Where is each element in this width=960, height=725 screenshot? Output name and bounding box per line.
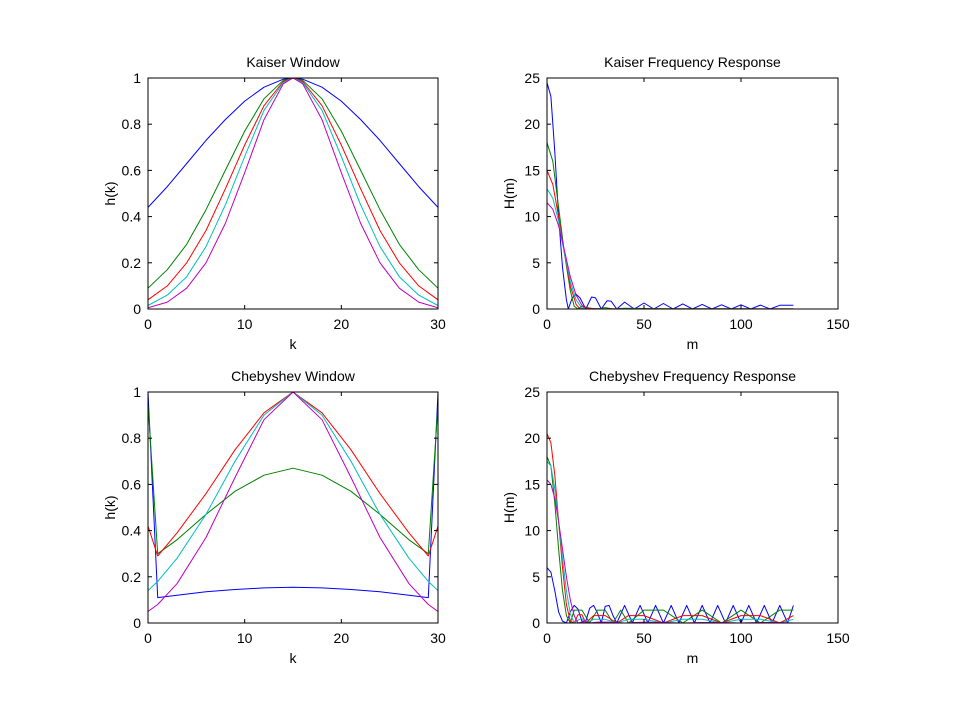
x-axis-label: m	[687, 336, 699, 352]
y-tick-label: 0.8	[122, 116, 142, 132]
y-tick-label: 0.6	[122, 476, 142, 492]
chart-title: Kaiser Window	[246, 54, 340, 70]
x-tick-label: 150	[826, 316, 850, 332]
y-tick-label: 0.2	[122, 255, 142, 271]
plot-area	[148, 392, 438, 623]
x-tick-label: 10	[237, 630, 253, 646]
y-tick-label: 10	[524, 209, 540, 225]
y-axis-label: h(k)	[102, 181, 118, 205]
series-line-4	[148, 392, 438, 612]
y-tick-label: 0	[532, 615, 540, 631]
series-line-0	[148, 392, 438, 599]
axes-box	[546, 391, 839, 624]
chart-title: Chebyshev Window	[231, 368, 356, 384]
x-tick-label: 10	[237, 316, 253, 332]
x-tick-label: 150	[826, 630, 850, 646]
x-tick-label: 0	[543, 630, 551, 646]
x-tick-label: 0	[144, 630, 152, 646]
series-line-4	[547, 202, 794, 309]
x-tick-label: 100	[729, 316, 753, 332]
series-group	[148, 392, 438, 612]
chart-panel-1: 0 50 100 150 0 5 10 15 20 25 Kaiser Frequency Resp…	[501, 54, 850, 352]
x-axis-label: m	[687, 650, 699, 666]
x-tick-label: 50	[636, 316, 652, 332]
series-line-2	[148, 392, 438, 557]
axes-box	[546, 77, 839, 310]
y-tick-label: 5	[532, 569, 540, 585]
series-line-0	[547, 82, 794, 309]
x-tick-label: 0	[144, 316, 152, 332]
y-tick-label: 0	[133, 301, 141, 317]
series-line-3	[148, 392, 438, 592]
y-axis-label: h(k)	[102, 495, 118, 519]
y-tick-label: 0.4	[122, 523, 142, 539]
series-group	[148, 78, 438, 309]
plot-area	[547, 392, 838, 623]
y-tick-label: 25	[524, 70, 540, 86]
axes-box	[147, 391, 439, 624]
x-tick-label: 30	[430, 630, 446, 646]
chart-panel-2: 0 10 20 30 0 0.2 0.4 0.6 0.8 1 Chebyshev Window k h(…	[102, 368, 446, 666]
y-tick-label: 20	[524, 116, 540, 132]
plot-area	[547, 78, 838, 309]
y-tick-label: 25	[524, 384, 540, 400]
chart-title: Chebyshev Frequency Response	[589, 368, 796, 384]
x-axis-label: k	[290, 650, 298, 666]
x-tick-label: 0	[543, 316, 551, 332]
y-tick-label: 0.8	[122, 430, 142, 446]
series-line-1	[148, 78, 438, 289]
y-tick-label: 20	[524, 430, 540, 446]
y-tick-label: 15	[524, 162, 540, 178]
series-line-3	[148, 78, 438, 306]
series-line-0	[148, 78, 438, 208]
chart-panel-0: 0 10 20 30 0 0.2 0.4 0.6 0.8 1 Kaiser Window k h(k)	[102, 54, 446, 352]
y-axis-label: H(m)	[501, 178, 517, 209]
plot-area	[148, 78, 438, 309]
x-axis-label: k	[290, 336, 298, 352]
x-tick-label: 50	[636, 630, 652, 646]
y-tick-label: 15	[524, 476, 540, 492]
axes-box	[147, 77, 439, 310]
y-tick-label: 0.4	[122, 209, 142, 225]
y-axis-label: H(m)	[501, 492, 517, 523]
y-tick-label: 0	[133, 615, 141, 631]
x-tick-label: 20	[334, 316, 350, 332]
series-line-1	[148, 403, 438, 555]
series-line-2	[148, 78, 438, 301]
chart-title: Kaiser Frequency Response	[604, 54, 781, 70]
y-tick-label: 5	[532, 255, 540, 271]
series-line-1	[547, 456, 794, 623]
x-tick-label: 20	[334, 630, 350, 646]
series-line-4	[148, 78, 438, 309]
series-line-2	[547, 433, 794, 623]
chart-panel-3: 0 50 100 150 0 5 10 15 20 25 Chebyshev Frequency R…	[501, 368, 850, 666]
y-tick-label: 10	[524, 523, 540, 539]
series-line-0	[547, 567, 794, 623]
y-tick-label: 0	[532, 301, 540, 317]
y-tick-label: 1	[133, 70, 141, 86]
x-tick-label: 30	[430, 316, 446, 332]
x-tick-label: 100	[729, 630, 753, 646]
y-tick-label: 0.6	[122, 162, 142, 178]
y-tick-label: 0.2	[122, 569, 142, 585]
y-tick-label: 1	[133, 384, 141, 400]
